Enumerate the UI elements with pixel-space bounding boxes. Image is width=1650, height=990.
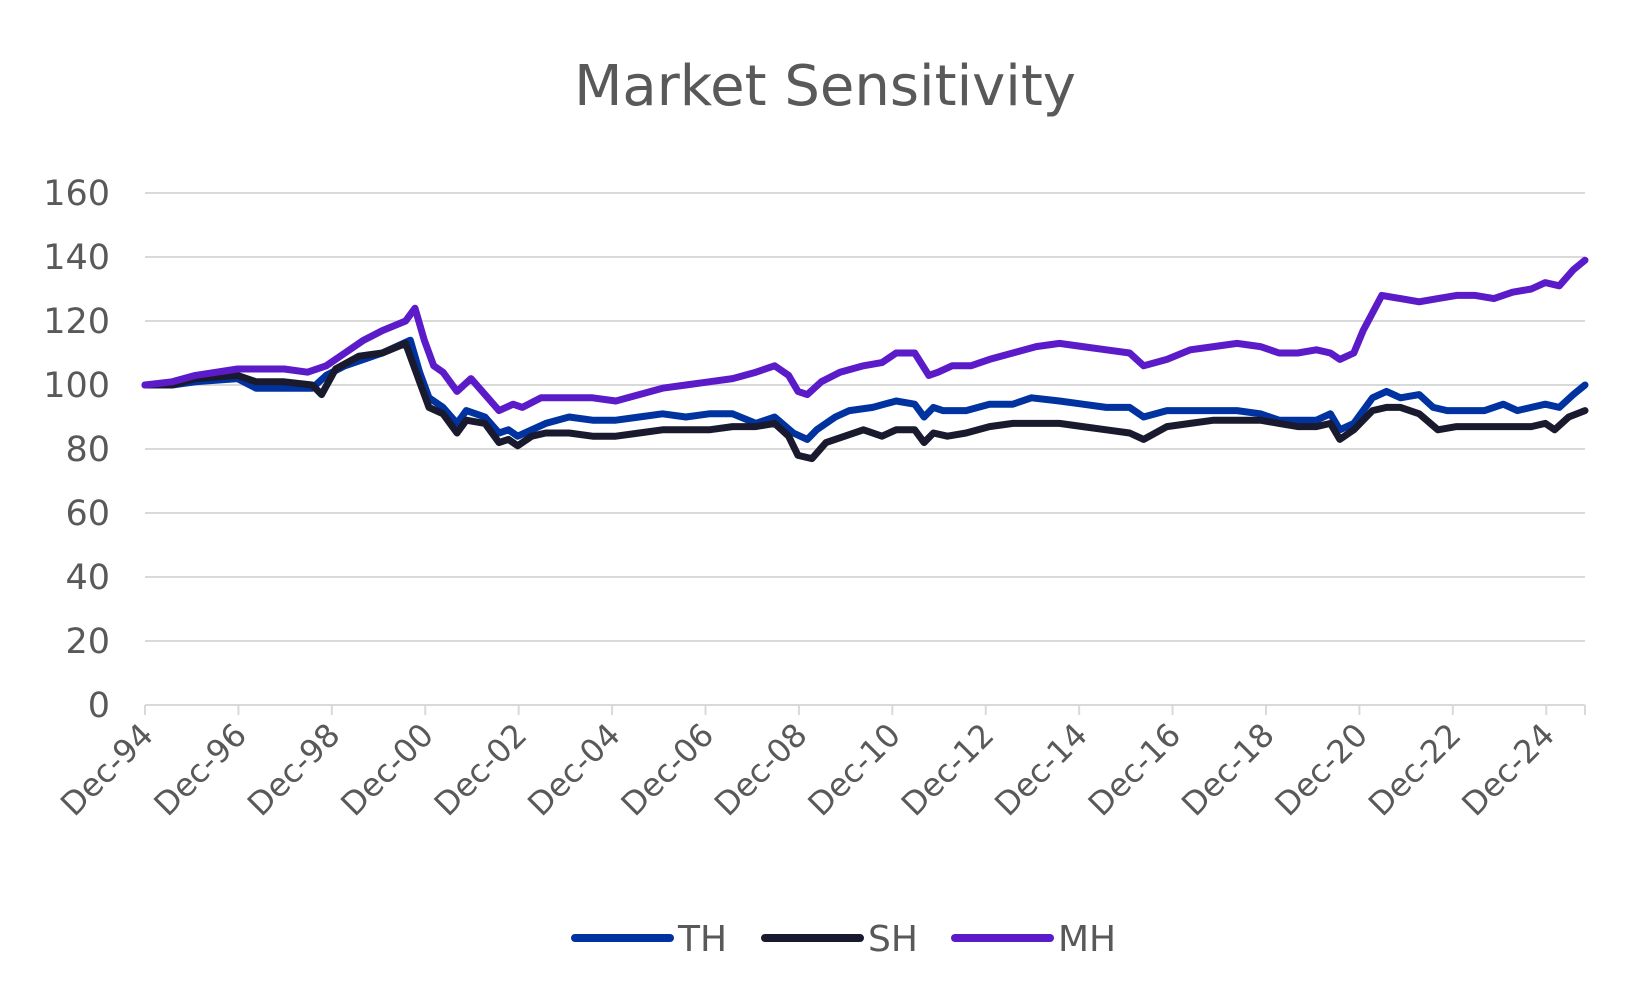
legend-label-th: TH (677, 919, 727, 960)
y-tick-label: 40 (65, 558, 110, 598)
y-tick-label: 20 (65, 622, 110, 662)
x-tick-label: Dec-16 (1081, 716, 1189, 824)
x-tick-label: Dec-10 (800, 716, 908, 824)
x-tick-label: Dec-98 (240, 716, 348, 824)
y-tick-label: 140 (43, 238, 110, 278)
y-tick-label: 120 (43, 302, 110, 342)
x-tick-label: Dec-18 (1174, 716, 1282, 824)
legend-label-mh: MH (1058, 919, 1116, 960)
y-tick-label: 80 (65, 430, 110, 470)
series-line-mh (141, 256, 1589, 415)
x-axis: Dec-94Dec-96Dec-98Dec-00Dec-02Dec-04Dec-… (53, 704, 1586, 824)
y-tick-label: 60 (65, 494, 110, 534)
series-lines (141, 256, 1589, 463)
legend-label-sh: SH (868, 919, 918, 960)
series-line-sh (141, 339, 1589, 463)
x-tick-label: Dec-00 (333, 716, 441, 824)
y-tick-label: 0 (88, 686, 110, 726)
x-tick-label: Dec-94 (53, 716, 161, 824)
x-tick-label: Dec-12 (894, 716, 1002, 824)
y-axis-ticks: 0 20 40 60 80 100 120 140 160 (43, 174, 110, 726)
x-tick-label: Dec-08 (707, 716, 815, 824)
x-tick-label: Dec-24 (1454, 716, 1562, 824)
legend: TH SH MH (571, 919, 1116, 960)
chart-title: Market Sensitivity (574, 54, 1076, 119)
y-tick-label: 160 (43, 174, 110, 214)
x-tick-label: Dec-04 (520, 716, 628, 824)
x-tick-label: Dec-22 (1361, 716, 1469, 824)
x-tick-label: Dec-14 (987, 716, 1095, 824)
y-tick-label: 100 (43, 366, 110, 406)
x-tick-label: Dec-06 (614, 716, 722, 824)
x-tick-label: Dec-02 (427, 716, 535, 824)
x-tick-label: Dec-96 (146, 716, 254, 824)
gridlines (145, 192, 1585, 642)
x-tick-label: Dec-20 (1267, 716, 1375, 824)
